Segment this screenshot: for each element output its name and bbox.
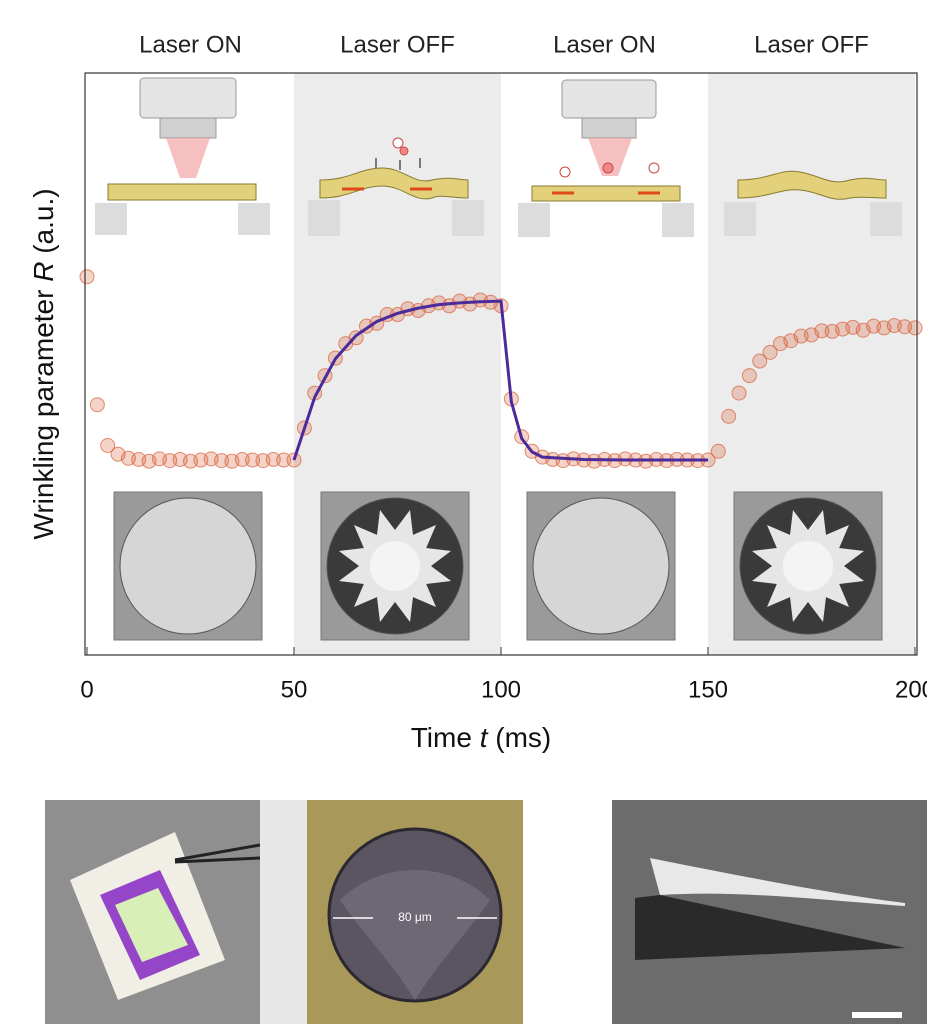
data-point	[908, 321, 922, 335]
photo-sem	[612, 800, 927, 1024]
phase-label: Laser ON	[553, 31, 656, 58]
x-tick-label: 150	[688, 676, 728, 703]
x-tick-label: 200	[895, 676, 927, 703]
phase-label: Laser ON	[139, 31, 242, 58]
x-tick-label: 0	[80, 676, 93, 703]
phase-label: Laser OFF	[754, 31, 869, 58]
micrograph-center	[370, 541, 420, 591]
data-point	[90, 398, 104, 412]
ylabel: Wrinkling parameter R (a.u.)	[28, 188, 59, 539]
xlabel-part: (ms)	[487, 722, 551, 753]
zoom-wedge	[260, 800, 307, 1024]
ylabel-part: Wrinkling parameter	[28, 282, 59, 540]
photo-chip	[45, 800, 260, 1024]
ylabel-part: R	[28, 262, 59, 282]
data-point	[711, 444, 725, 458]
xlabel-part: Time	[411, 722, 480, 753]
diagram-laser-on-1	[95, 78, 270, 235]
scale-label: 80 μm	[398, 910, 432, 924]
x-tick-label: 100	[481, 676, 521, 703]
x-tick-label: 50	[281, 676, 308, 703]
data-point	[722, 409, 736, 423]
micrograph-disk	[120, 498, 256, 634]
data-point	[742, 369, 756, 383]
ylabel-part: (a.u.)	[28, 188, 59, 261]
data-point	[80, 270, 94, 284]
diagram-laser-on-2	[518, 80, 694, 237]
data-point	[732, 386, 746, 400]
phase-label: Laser OFF	[340, 31, 455, 58]
micrograph-center	[783, 541, 833, 591]
xlabel: Time t (ms)	[411, 722, 552, 753]
figure: Laser ON Laser OFF Laser ON Laser OFF 80 μm 0…	[0, 0, 927, 1024]
micrograph-disk	[533, 498, 669, 634]
